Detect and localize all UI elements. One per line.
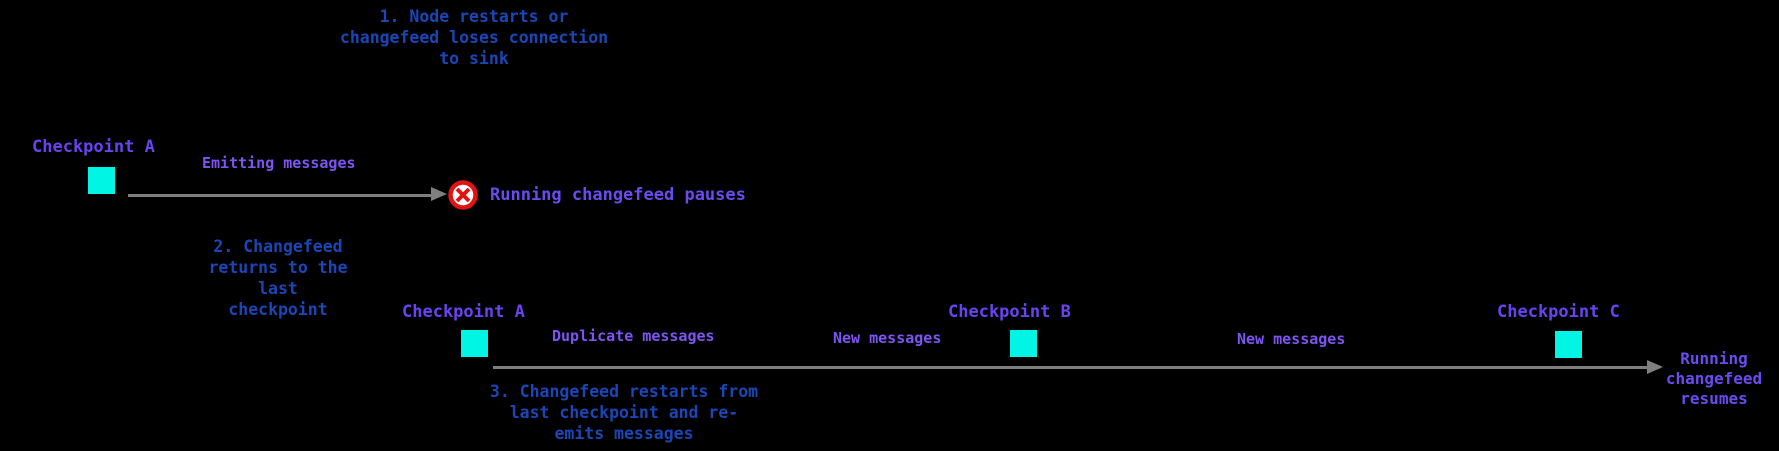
timeline1-arrow-line: [128, 194, 431, 197]
step2-note: 2. Changefeed returns to the last checkp…: [208, 237, 348, 319]
running-changefeed-pauses-label: Running changefeed pauses: [490, 185, 746, 205]
timeline2-checkpoint-c-marker: [1555, 331, 1582, 358]
timeline2-arrow-line: [493, 366, 1647, 369]
cancel-x-circle-icon: [448, 180, 478, 210]
new-messages-2-label: New messages: [1237, 330, 1346, 348]
timeline2-checkpoint-b-label: Checkpoint B: [948, 302, 1071, 322]
timeline1-checkpoint-a-label: Checkpoint A: [32, 137, 155, 157]
new-messages-1-label: New messages: [833, 329, 942, 347]
timeline1-emitting-messages-label: Emitting messages: [202, 154, 356, 172]
step3-note: 3. Changefeed restarts from last checkpo…: [489, 382, 759, 443]
timeline2-checkpoint-b-marker: [1010, 330, 1037, 357]
timeline1-checkpoint-a-marker: [88, 167, 115, 194]
timeline2-checkpoint-a-label: Checkpoint A: [402, 302, 525, 322]
timeline2-checkpoint-a-marker: [461, 330, 488, 357]
timeline2-arrowhead: [1647, 360, 1663, 374]
timeline2-checkpoint-c-label: Checkpoint C: [1497, 302, 1620, 322]
timeline1-arrowhead: [431, 187, 447, 201]
step1-note: 1. Node restarts or changefeed loses con…: [339, 7, 609, 68]
duplicate-messages-label: Duplicate messages: [552, 327, 715, 345]
running-changefeed-resumes-label: Running changefeed resumes: [1665, 349, 1763, 408]
